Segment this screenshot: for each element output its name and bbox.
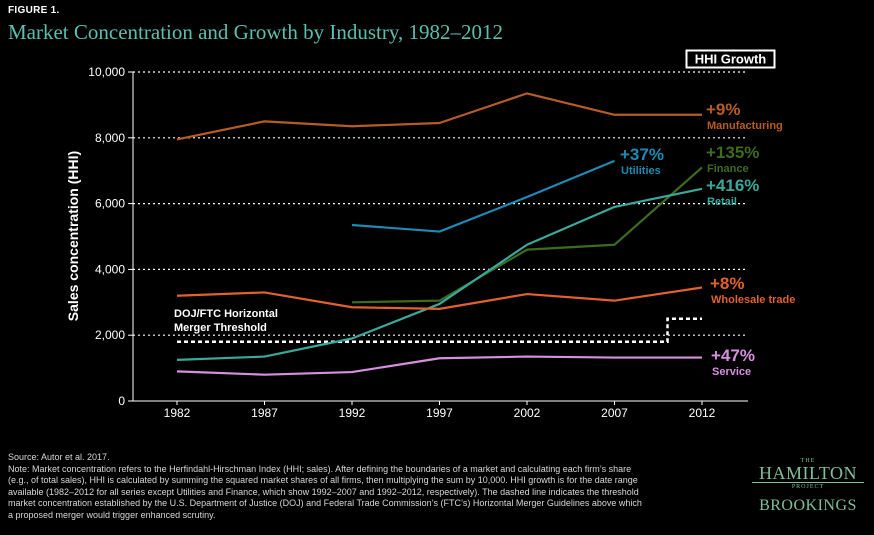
series-name-finance: Finance [707,163,749,175]
logo-brookings: BROOKINGS [759,497,857,514]
threshold-layer: DOJ/FTC Horizontal Merger Threshold [174,308,702,344]
growth-label-manufacturing: +9% [706,100,741,119]
series-layer [176,92,703,376]
growth-label-service: +47% [711,346,755,365]
series-line-utilities [351,159,615,233]
logo-hamilton: HAMILTON [752,464,864,483]
axis-layer: 0 2,000 4,000 6,000 8,000 10,000 1982 1987 1992 1… [65,65,748,420]
x-tick-label: 2007 [601,406,628,420]
series-line-manufacturing [176,92,702,141]
y-axis-label: Sales concentration (HHI) [65,151,81,321]
series-line-service [176,355,702,376]
growth-label-utilities: +37% [620,145,664,164]
y-tick-label: 2,000 [95,328,125,342]
y-tick-label: 6,000 [95,197,125,211]
y-tick-label: 0 [118,394,125,408]
threshold-label-line1: DOJ/FTC Horizontal [174,308,278,320]
growth-label-finance: +135% [706,143,759,162]
threshold-label-line2: Merger Threshold [174,322,267,334]
threshold-line [177,317,702,344]
x-tick-label: 2012 [689,406,716,420]
series-line-finance [351,166,703,304]
source-note: Source: Autor et al. 2017. [8,452,110,462]
x-tick-label: 1982 [164,406,191,420]
notes: Source: Autor et al. 2017. Note: Market … [8,452,648,521]
series-name-utilities: Utilities [621,165,661,177]
series-name-manufacturing: Manufacturing [707,120,783,132]
x-tick-label: 1992 [339,406,366,420]
y-tick-label: 10,000 [88,65,125,79]
legend-box-label: HHI Growth [695,52,767,67]
series-name-retail: Retail [707,196,737,208]
x-tick-label: 1997 [426,406,453,420]
chart-title: Market Concentration and Growth by Indus… [8,20,503,44]
x-tick-label: 1987 [251,406,278,420]
y-tick-label: 4,000 [95,262,125,276]
x-tick-label: 2002 [514,406,541,420]
y-tick-label: 8,000 [95,131,125,145]
series-name-service: Service [712,366,751,378]
series-line-retail [176,187,703,361]
method-note: Note: Market concentration refers to the… [8,463,642,520]
grid-layer [133,71,748,336]
chart-svg: 0 2,000 4,000 6,000 8,000 10,000 1982 1987 1992 1… [65,49,795,420]
label-layer: HHI Growth +9%Manufacturing +37%Utilities +… [620,49,795,378]
logo-the: THE [800,458,816,464]
hamilton-brookings-logo: THE HAMILTON PROJECT BROOKINGS [752,458,864,515]
series-line-wholesale-trade [176,286,703,310]
figure-label: FIGURE 1. [8,5,60,16]
series-name-wholesale-trade: Wholesale trade [711,294,795,306]
logo-project: PROJECT [791,484,825,490]
legend-box-inner [687,51,774,67]
growth-label-wholesale-trade: +8% [710,274,745,293]
growth-label-retail: +416% [706,176,759,195]
